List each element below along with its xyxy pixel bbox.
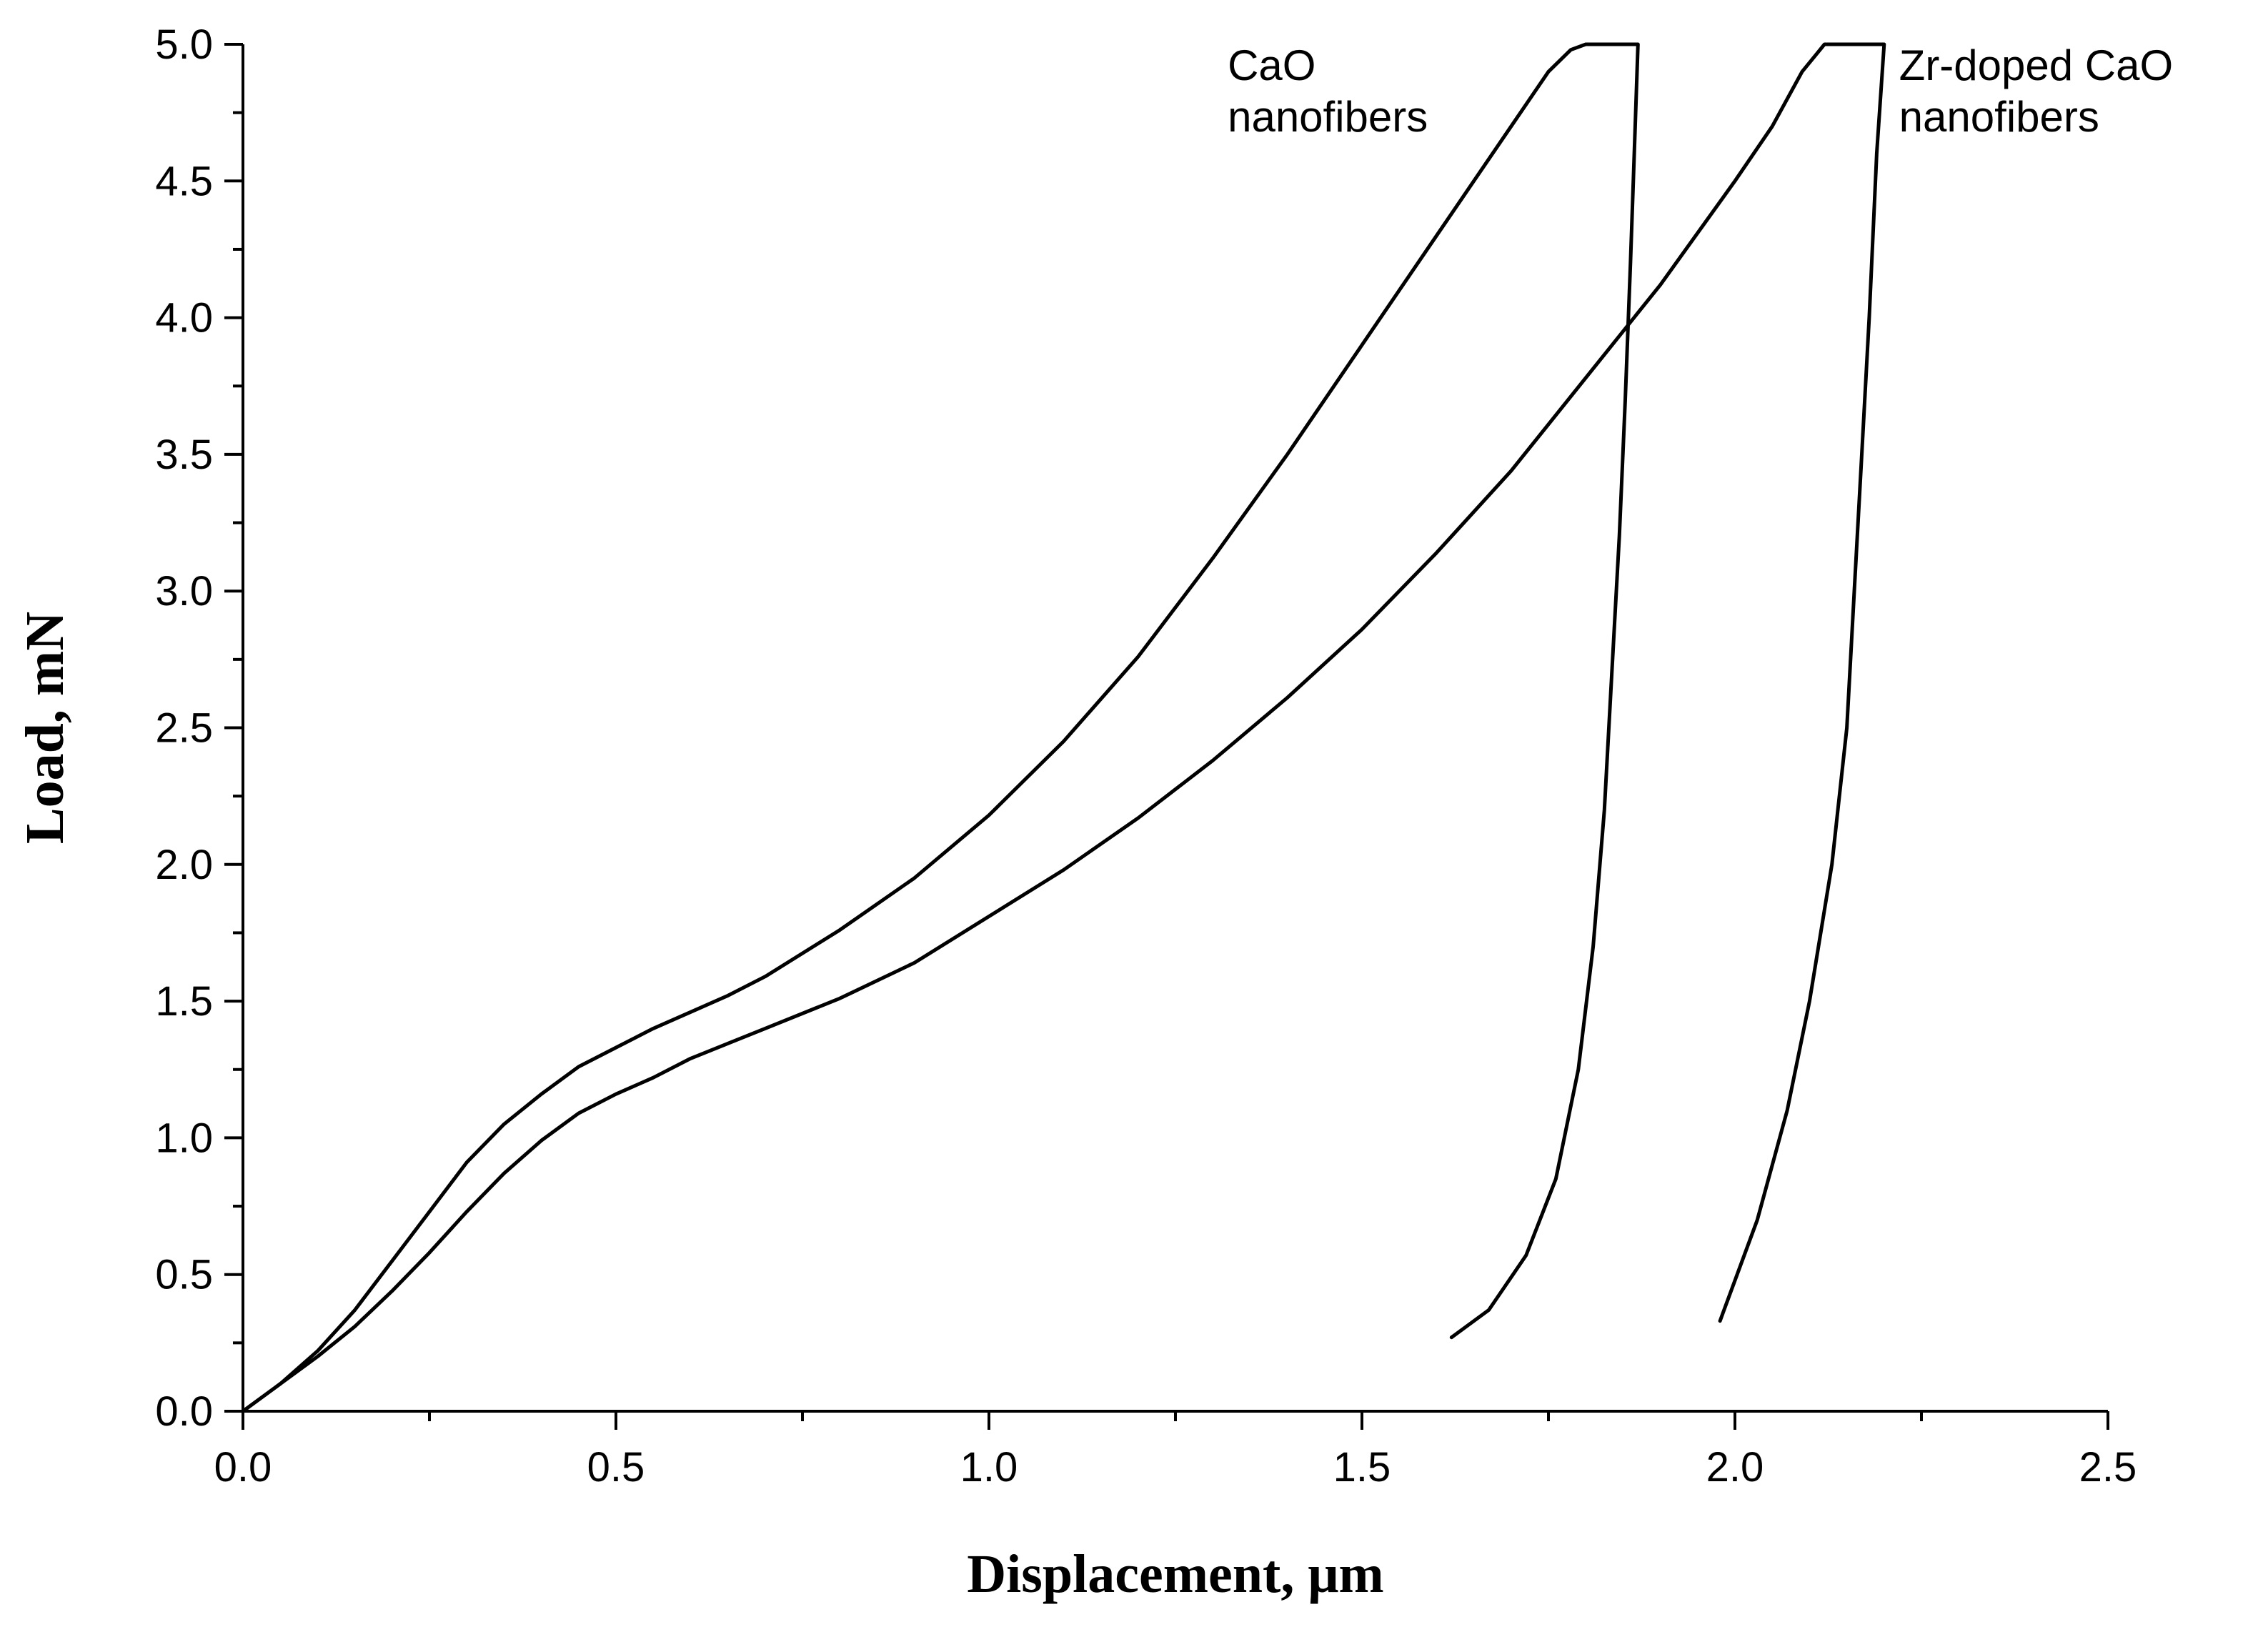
y-tick-label: 0.5: [155, 1252, 213, 1298]
y-tick-label: 4.0: [155, 295, 213, 342]
y-tick-label: 0.0: [155, 1388, 213, 1435]
y-tick-label: 1.5: [155, 978, 213, 1025]
tick-labels: 0.0 0.5 1.0 1.5 2.0 2.5 0.0 0.5 1.0 1.5 2.0 2.5 3.0 3…: [155, 21, 2137, 1491]
y-tick-label: 3.5: [155, 432, 213, 478]
annotation-2: Zr-doped CaO nanofibers: [1899, 41, 2174, 141]
series-curve-2: [241, 42, 1886, 1413]
x-tick-label: 0.5: [587, 1444, 645, 1491]
series-layer: [241, 42, 1886, 1413]
y-tick-label: 5.0: [155, 21, 213, 68]
y-tick-label: 2.5: [155, 705, 213, 752]
series-curve-1: [241, 42, 1640, 1413]
x-tick-label: 2.5: [2079, 1444, 2137, 1491]
x-axis-title: Displacement, μm: [967, 1544, 1383, 1604]
y-tick-label: 3.0: [155, 568, 213, 615]
y-tick-label: 2.0: [155, 842, 213, 888]
y-tick-label: 4.5: [155, 158, 213, 204]
annotation-1: CaO nanofibers: [1228, 41, 1428, 141]
axis-ticks: [224, 43, 2109, 1430]
x-tick-label: 1.5: [1333, 1444, 1391, 1491]
y-axis-title: Load, mN: [15, 612, 75, 844]
x-tick-label: 1.0: [960, 1444, 1018, 1491]
x-tick-label: 2.0: [1706, 1444, 1764, 1491]
annotations: CaO nanofibers Zr-doped CaO nanofibers: [1228, 41, 2173, 141]
y-tick-label: 1.0: [155, 1115, 213, 1161]
x-tick-label: 0.0: [214, 1444, 272, 1491]
